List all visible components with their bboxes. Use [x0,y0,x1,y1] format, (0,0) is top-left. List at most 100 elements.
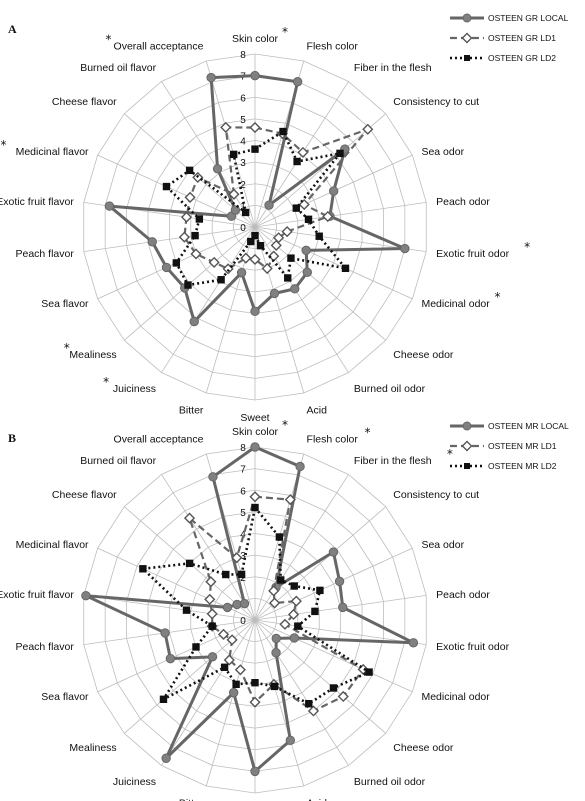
data-point [147,237,157,247]
data-point [284,274,292,282]
tick-label: 5 [240,508,246,519]
data-point [268,585,280,597]
significance-star: * [282,418,288,432]
tick-label: 4 [240,137,246,148]
tick-label: 0 [240,223,246,234]
panel-letter: B [8,431,16,445]
data-point [328,547,339,557]
data-point [307,705,320,717]
axis-label-flesh-color: Flesh color [307,433,359,445]
axis-label-overall-acceptance: Overall acceptance [114,40,204,52]
grid-spoke [161,619,256,766]
data-point [400,243,410,254]
series-line [183,126,369,270]
data-point [322,210,334,223]
significance-star: * [1,138,7,152]
axis-label-mealiness: Mealiness [69,742,116,754]
data-point [284,494,296,506]
axis-label-bitter: Bitter [179,798,204,801]
axis-label-cheese-odor: Cheese odor [393,349,454,361]
data-point [256,241,265,250]
tick-label: 3 [240,158,246,169]
axis-label-burned-oil-odor: Burned oil odor [354,383,426,395]
grid-spoke [205,226,256,394]
legend-marker [461,32,473,44]
axis-label-acid: Acid [307,798,328,801]
data-point [190,248,202,260]
data-point [185,166,194,175]
axis-label-peach-flavor: Peach flavor [15,248,74,260]
legend-label: OSTEEN MR LD1 [488,441,557,451]
data-point [338,602,348,613]
data-point [316,586,324,595]
data-point [250,442,260,452]
data-point [281,226,293,238]
significance-star: * [282,25,288,39]
axis-label-fiber-in-the-flesh: Fiber in the flesh [354,62,432,74]
legend-marker [461,440,473,452]
tick-label: 4 [240,530,246,541]
data-point [220,663,229,671]
axis-label-peach-odor: Peach odor [436,589,490,601]
axis-label-peach-flavor: Peach flavor [15,641,74,653]
data-point [160,628,170,638]
data-point [264,200,274,210]
data-point [237,570,246,579]
grid-spoke [254,619,305,787]
data-point [249,121,261,134]
axis-label-flesh-color: Flesh color [307,40,359,52]
data-point [139,565,147,573]
data-point [247,237,255,246]
axis-label-exotic-fruit-odor: Exotic fruit odor [436,641,509,653]
data-point [341,264,350,273]
data-point [217,276,225,284]
axis-label-sweet: Sweet [240,412,269,424]
series-osteen-mr-ld1 [183,491,369,717]
grid-spoke [97,619,256,693]
data-point [337,690,349,703]
grid-spoke [205,60,256,228]
data-point [290,284,300,294]
data-point [159,695,168,704]
axis-label-juiciness: Juiciness [113,776,156,788]
axis-label-exotic-fruit-flavor: Exotic fruit flavor [0,196,74,208]
data-point [234,664,246,676]
data-point [183,512,196,524]
data-point [302,267,312,278]
legend-marker [464,55,470,61]
data-point [279,127,287,136]
data-point [329,684,338,692]
data-point [293,157,301,166]
data-point [195,215,204,223]
axis-label-sea-odor: Sea odor [421,146,464,158]
data-point [365,668,373,676]
data-point [270,239,282,251]
data-point [229,150,238,159]
series-osteen-gr-ld2 [162,127,350,289]
data-point [240,252,252,264]
data-point [217,628,230,640]
significance-star: * [494,290,500,304]
data-point [297,146,309,159]
axis-label-skin-color: Skin color [232,33,279,45]
data-point [239,598,250,609]
legend-marker [462,421,472,431]
series-line [165,130,347,287]
data-point [251,231,259,240]
axis-label-exotic-fruit-flavor: Exotic fruit flavor [0,589,74,601]
tick-label: 1 [240,201,246,212]
significance-star: * [447,447,453,461]
data-point [251,679,259,687]
series-line [107,74,407,324]
axis-label-burned-oil-odor: Burned oil odor [354,776,426,788]
data-point [207,652,218,662]
data-point [251,145,259,153]
data-point [271,648,281,658]
series-line [84,445,415,773]
data-point [230,205,241,215]
axis-label-juiciness: Juiciness [113,383,156,395]
data-point [362,123,374,135]
data-point [222,602,233,613]
grid-spoke [161,474,256,621]
